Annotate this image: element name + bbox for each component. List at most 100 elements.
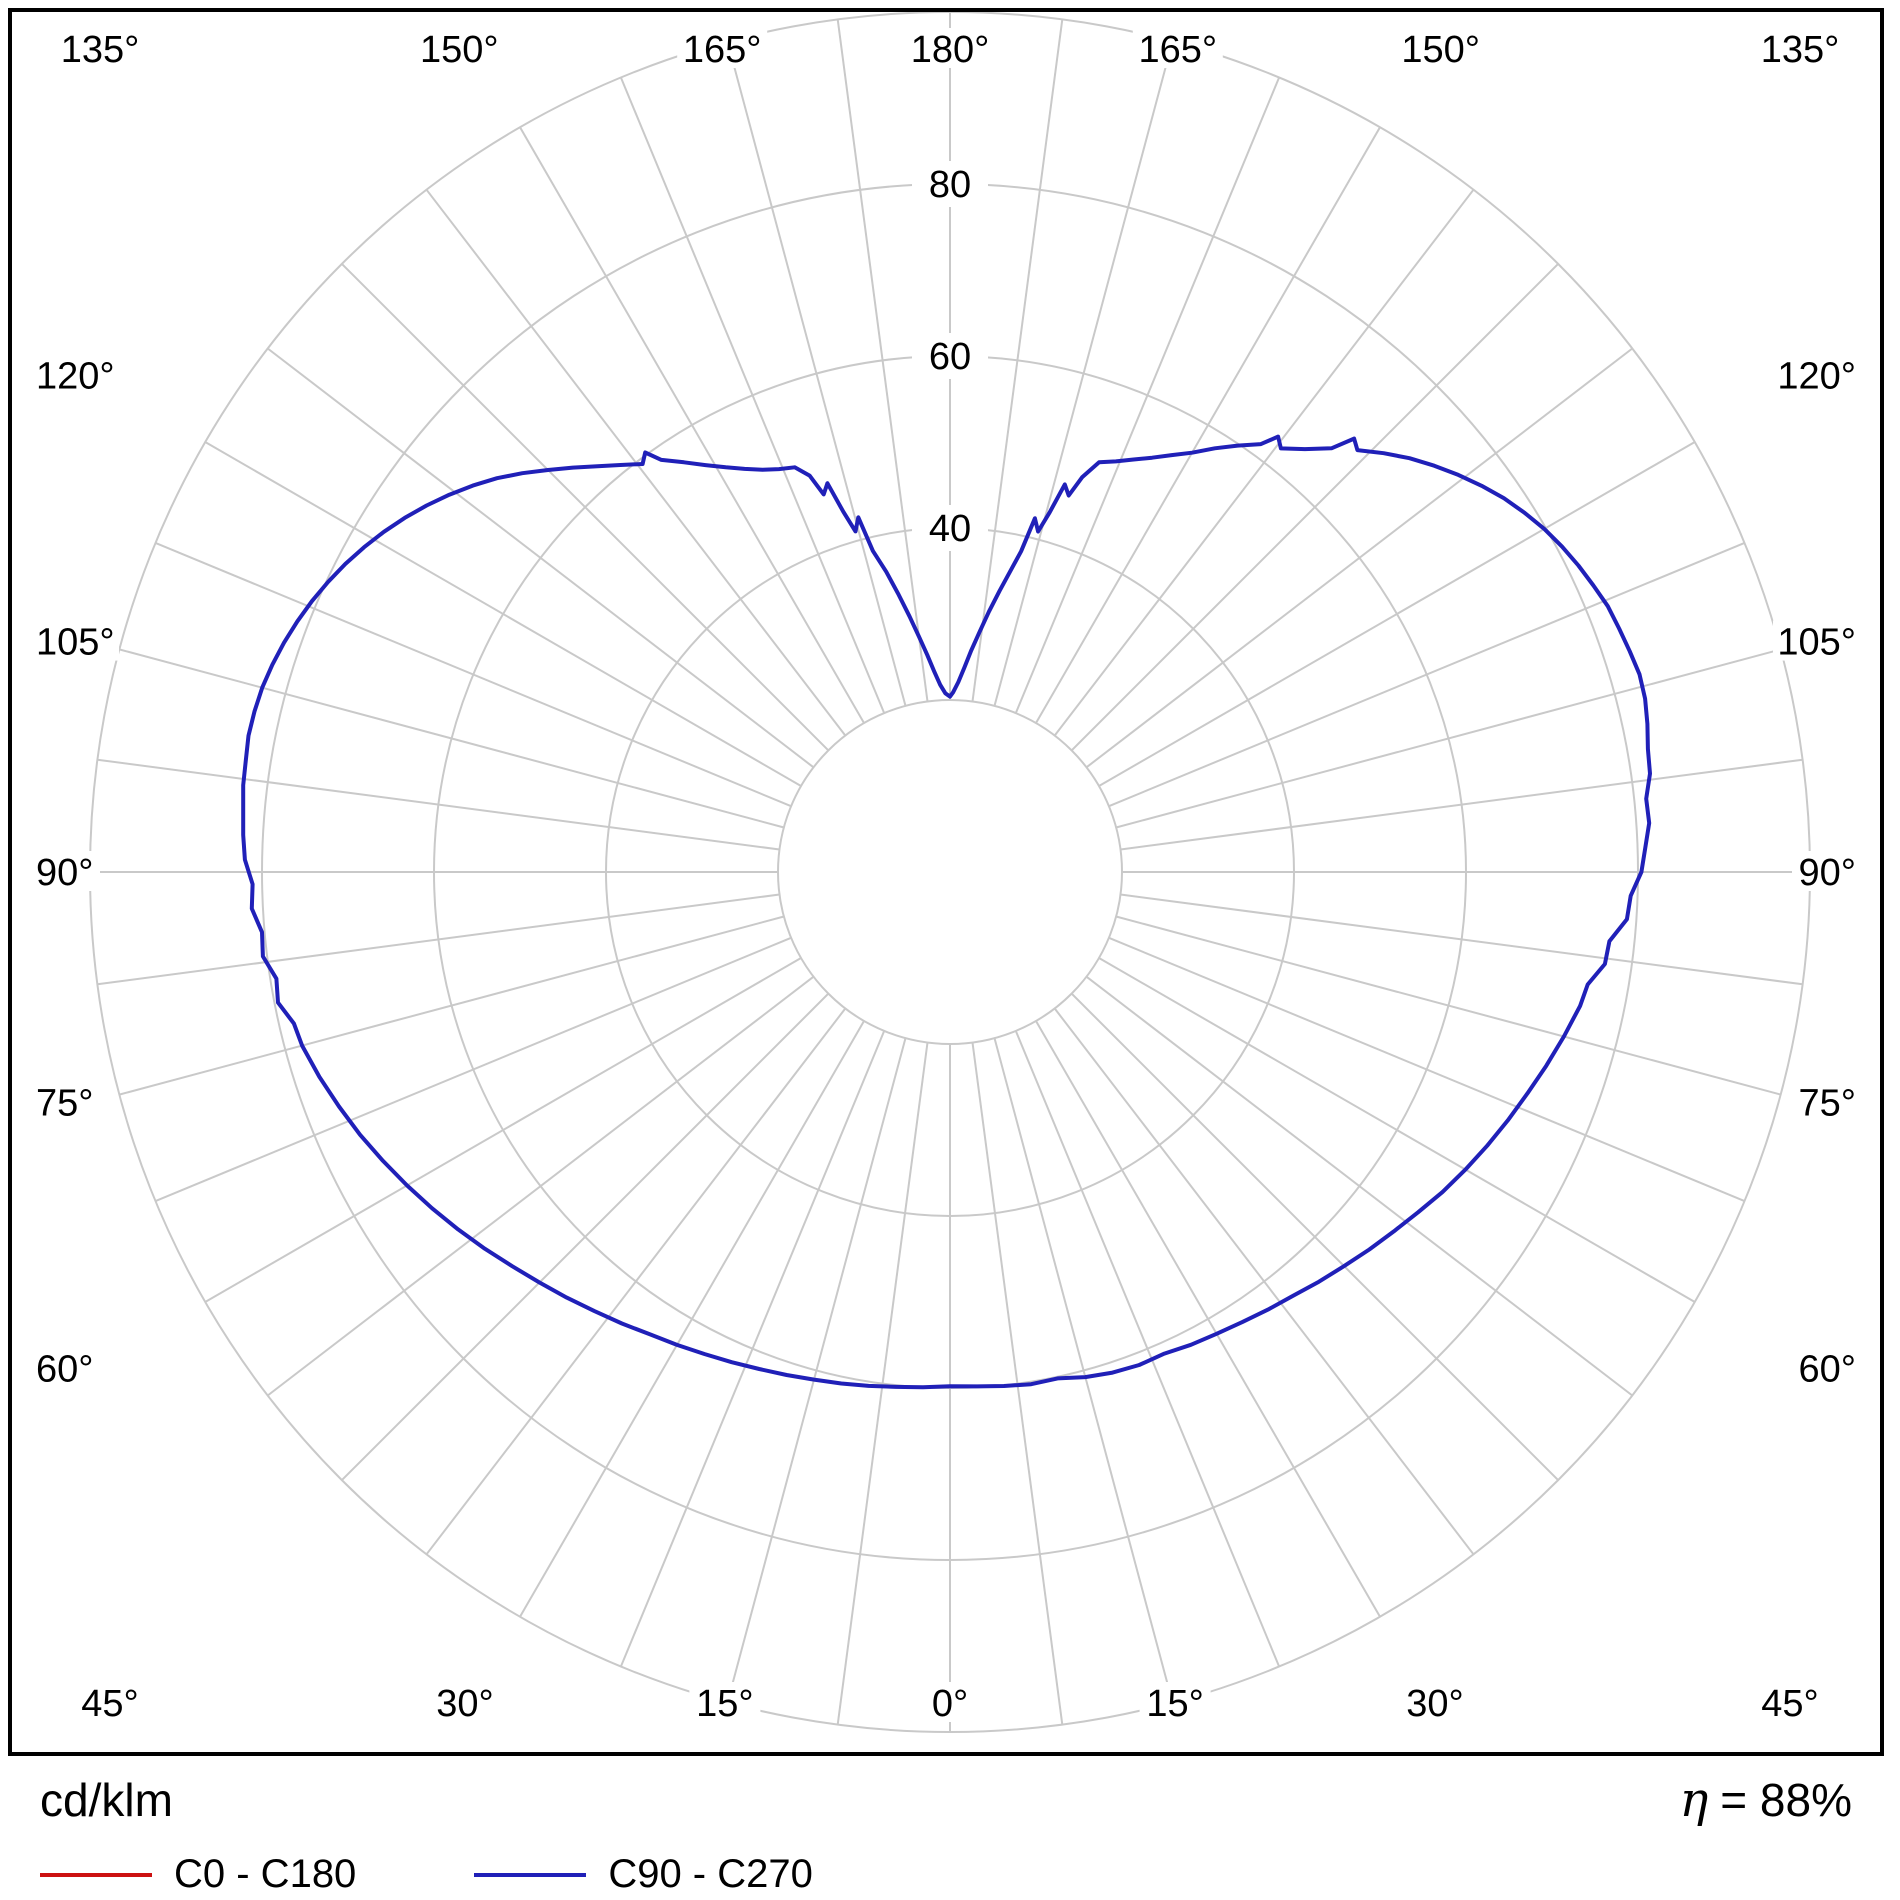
grid-spoke <box>1085 347 1633 769</box>
grid-spoke <box>1120 893 1803 986</box>
legend-swatch-c0-c180 <box>40 1872 152 1877</box>
legend-swatch-c90-c270 <box>474 1872 587 1877</box>
angle-label-bg <box>689 1682 761 1722</box>
angle-label-bg <box>1773 354 1863 395</box>
grid-spoke <box>1035 126 1381 724</box>
grid-spoke <box>971 19 1064 702</box>
angle-label-bg <box>1399 1682 1471 1722</box>
grid-spoke <box>993 1037 1174 1703</box>
polar-grid <box>89 12 1811 1733</box>
chart-footer: cd/klm η = 88% <box>40 1772 1852 1828</box>
grid-spoke <box>1085 975 1633 1397</box>
angle-label-bg <box>905 28 995 68</box>
angle-label: 165° <box>683 29 762 71</box>
angle-label: 105° <box>36 622 115 664</box>
grid-spoke <box>836 1042 929 1725</box>
angle-label-bg <box>29 620 119 661</box>
grid-spoke <box>97 758 780 851</box>
angle-label: 45° <box>1761 1683 1818 1725</box>
legend: C0 - C180 C90 - C270 <box>40 1852 813 1897</box>
grid-spoke <box>1098 957 1696 1303</box>
radial-tick-label-bg <box>912 505 988 551</box>
efficiency-label: η = 88% <box>1680 1772 1852 1828</box>
grid-spoke <box>726 41 907 707</box>
radial-tick-label: 80 <box>929 164 971 206</box>
angle-label: 75° <box>1799 1082 1856 1124</box>
curve-c90-c270 <box>241 434 1652 1390</box>
angle-label: 150° <box>1401 29 1480 71</box>
grid-spoke <box>155 936 792 1203</box>
angle-label-bg <box>414 28 505 68</box>
angle-label-bg <box>1792 1081 1863 1122</box>
grid-spoke <box>1035 1020 1381 1618</box>
grid-spoke <box>1098 441 1696 787</box>
grid-spoke <box>1014 1030 1281 1667</box>
radial-tick-label-bg <box>912 161 988 207</box>
angle-label: 135° <box>1761 29 1840 71</box>
eta-value: = 88% <box>1720 1774 1852 1826</box>
grid-spoke <box>836 19 929 702</box>
legend-item-c0-c180: C0 - C180 <box>40 1852 356 1897</box>
grid-spoke <box>119 648 785 829</box>
grid-spoke <box>425 1007 847 1555</box>
angle-label: 120° <box>36 355 115 397</box>
angle-label: 15° <box>1146 1683 1203 1725</box>
angle-label-bg <box>1132 28 1223 68</box>
angle-label-bg <box>55 28 145 68</box>
angle-label-bg <box>429 1682 501 1722</box>
grid-spoke <box>1053 1007 1475 1555</box>
polar-chart: 40 60 80 0° 15° 15° 30° 30° 45° 45° 60° 60° 75° 75° 90… <box>29 12 1863 1733</box>
angle-label-bg <box>29 851 100 891</box>
grid-spoke <box>726 1037 907 1703</box>
legend-label-c90-c270: C90 - C270 <box>608 1852 813 1896</box>
grid-spoke <box>1120 758 1803 851</box>
legend-label-c0-c180: C0 - C180 <box>174 1852 357 1896</box>
grid-spoke <box>204 441 802 787</box>
grid-spoke <box>1014 77 1281 714</box>
grid-spoke <box>1115 648 1781 829</box>
angle-label: 60° <box>36 1349 93 1391</box>
grid-spoke <box>1070 263 1559 752</box>
grid-spoke <box>1070 992 1559 1481</box>
grid-spoke <box>519 126 865 724</box>
angle-label-bg <box>924 1682 976 1722</box>
angle-label-bg <box>1754 1682 1826 1722</box>
grid-circle <box>777 699 1123 1045</box>
grid-spoke <box>519 1020 865 1618</box>
radial-tick-labels: 40 60 80 <box>912 161 988 551</box>
grid-spoke <box>341 992 830 1481</box>
angle-label: 15° <box>696 1683 753 1725</box>
angle-label: 105° <box>1777 622 1856 664</box>
angle-label-bg <box>1395 28 1486 68</box>
unit-label: cd/klm <box>40 1774 173 1826</box>
angle-label-bg <box>29 1347 100 1388</box>
eta-symbol: η <box>1679 1772 1709 1828</box>
grid-spoke <box>267 975 815 1397</box>
angle-label: 150° <box>420 29 499 71</box>
grid-spoke <box>1108 541 1745 808</box>
angle-label: 120° <box>1777 355 1856 397</box>
angle-label-bg <box>1792 851 1863 891</box>
angle-label-bg <box>1139 1682 1211 1722</box>
angle-label: 60° <box>1799 1349 1856 1391</box>
grid-spoke <box>1053 189 1475 737</box>
radial-tick-label-bg <box>912 333 988 379</box>
angle-label-bg <box>1792 1347 1863 1388</box>
legend-item-c90-c270: C90 - C270 <box>474 1852 813 1897</box>
grid-spoke <box>97 893 780 986</box>
grid-spoke <box>155 541 792 808</box>
polar-chart-frame: 40 60 80 0° 15° 15° 30° 30° 45° 45° 60° 60° 75° 75° 90… <box>8 8 1884 1756</box>
angle-label: 165° <box>1138 29 1217 71</box>
angle-label-bg <box>29 354 119 395</box>
angle-label: 30° <box>436 1683 493 1725</box>
radial-tick-label: 60 <box>929 336 971 378</box>
angle-label-bg <box>677 28 768 68</box>
grid-spoke <box>341 263 830 752</box>
angle-label: 30° <box>1406 1683 1463 1725</box>
angle-label-bg <box>1773 620 1863 661</box>
angle-labels: 0° 15° 15° 30° 30° 45° 45° 60° 60° 75° 75° 90° 90° 10… <box>29 28 1863 1725</box>
angle-label: 90° <box>36 852 93 894</box>
angle-label: 180° <box>911 29 990 71</box>
angle-label: 45° <box>81 1683 138 1725</box>
angle-label-bg <box>29 1081 100 1122</box>
